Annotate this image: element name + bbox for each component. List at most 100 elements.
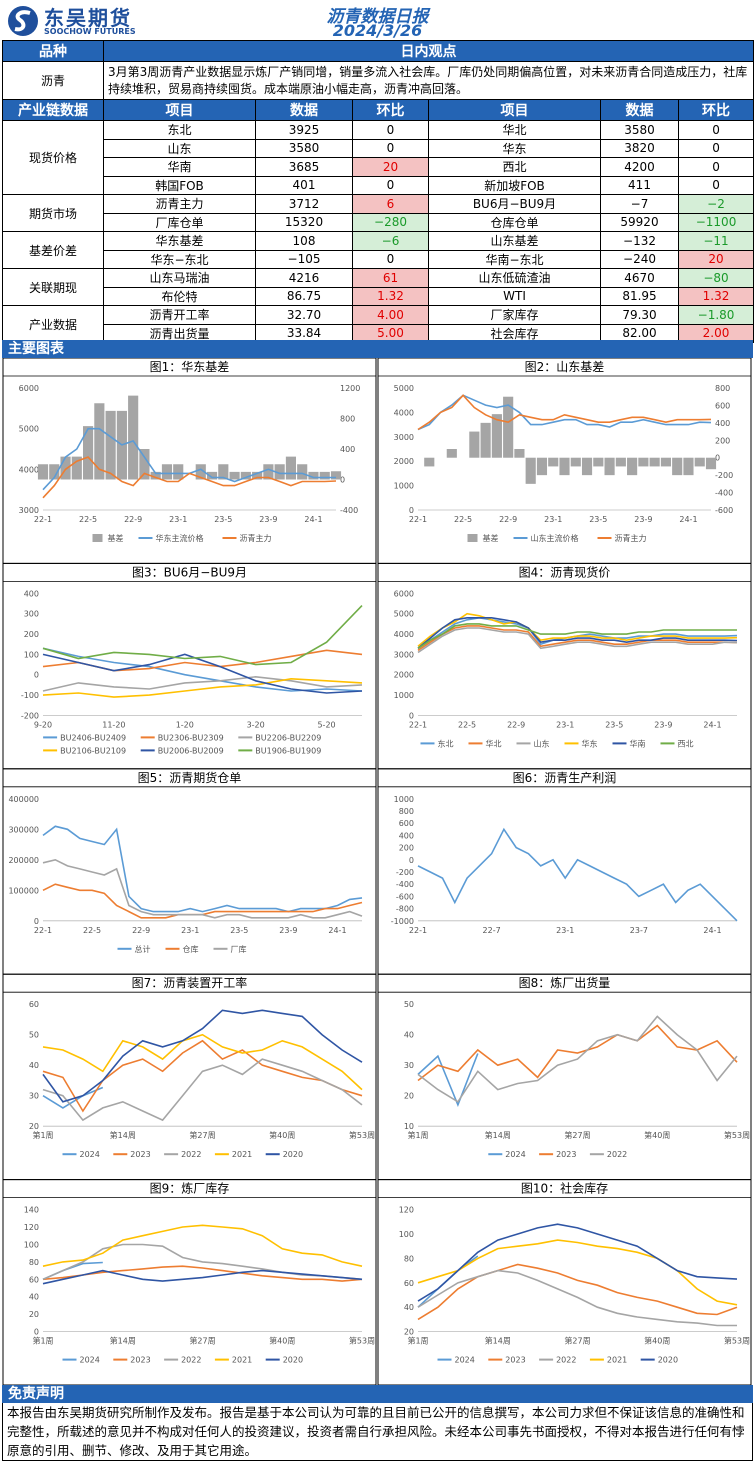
x-tick-label: 第1周 — [407, 1130, 428, 1140]
legend-label: 2024 — [505, 1150, 525, 1159]
x-tick-label: 22-5 — [79, 515, 97, 524]
x-tick-label: 第14周 — [485, 1130, 511, 1140]
y-tick-label: 50 — [29, 1031, 39, 1040]
legend-label: 2023 — [130, 1150, 150, 1159]
change-cell: 61 — [352, 268, 429, 288]
bar — [308, 471, 319, 480]
bar — [229, 471, 240, 480]
logo: 东吴期货 SOOCHOW FUTURES — [6, 4, 176, 38]
series-line — [42, 1039, 363, 1113]
y-tick-label: -200 — [21, 711, 39, 720]
y-tick-label: 2000 — [394, 671, 414, 680]
y-tick-label: 400 — [399, 831, 414, 840]
change-cell: 0 — [677, 120, 755, 140]
y-tick-label: 1000 — [394, 691, 414, 700]
value-cell: 411 — [600, 175, 679, 195]
section-bar: 主要图表 — [2, 340, 753, 358]
legend-label: 华东 — [582, 738, 598, 748]
report-title: 沥青数据日报 — [326, 7, 429, 27]
change-cell: −1100 — [677, 212, 755, 232]
bar — [491, 414, 502, 458]
bar — [514, 449, 525, 458]
change-cell: 20 — [677, 249, 755, 269]
series-line — [417, 625, 738, 651]
y-tick-label: 6000 — [19, 384, 39, 393]
legend-label: 2022 — [181, 1356, 201, 1365]
bar — [593, 457, 604, 467]
bar — [660, 457, 671, 467]
change-cell: −2 — [677, 194, 755, 214]
bar — [218, 464, 229, 480]
chart-title: 图1：华东基差 — [150, 360, 230, 374]
value-cell: 15320 — [255, 212, 353, 232]
legend-label: 2022 — [181, 1150, 201, 1159]
series-line — [417, 827, 738, 922]
value-cell: 81.95 — [600, 286, 679, 306]
chart-title: 图9：炼厂库存 — [150, 1181, 230, 1196]
y-tick-label: 0 — [409, 711, 414, 720]
bar — [536, 457, 548, 476]
view-text: 3月第3周沥青产业数据显示炼厂产销同增，销量多流入社会库。厂库仍处同期偏高位置，… — [102, 61, 755, 100]
value-cell: −132 — [600, 231, 679, 251]
legend-swatch — [467, 534, 478, 542]
value-cell: 4216 — [255, 268, 353, 288]
y-tick-label: 50 — [404, 1000, 414, 1009]
table-row: 沥青出货量 33.84 5.00 社会库存 82.00 2.00 — [3, 323, 755, 343]
legend-label: 西北 — [678, 739, 694, 748]
x-tick-label: 22-7 — [483, 926, 501, 935]
bar — [503, 396, 514, 458]
x-tick-label: 第53周 — [349, 1130, 375, 1140]
x-tick-label: 24-1 — [679, 515, 697, 524]
series-line — [42, 1086, 104, 1109]
y2-tick-label: 400 — [715, 419, 730, 428]
series-line — [417, 1015, 738, 1103]
bar — [173, 464, 184, 480]
group-cell: 基差价差 — [2, 231, 104, 269]
item-cell: 西北 — [428, 157, 601, 177]
series-line — [42, 456, 337, 499]
bar — [49, 464, 60, 480]
x-tick-label: 9-20 — [34, 720, 52, 729]
x-tick-label: 22-9 — [132, 926, 150, 935]
change-cell: 0 — [352, 175, 429, 195]
x-tick-label: 23-1 — [556, 926, 574, 935]
y-tick-label: 0 — [34, 1328, 39, 1337]
bar — [548, 457, 559, 467]
value-cell: −105 — [255, 249, 353, 269]
value-cell: 79.30 — [600, 305, 679, 325]
item-cell: 华东−东北 — [103, 249, 256, 269]
header-cell: 环比 — [677, 99, 755, 121]
y-tick-label: 400000 — [8, 795, 39, 804]
value-cell: 3580 — [600, 120, 679, 140]
company: 东吴期货 — [44, 6, 132, 30]
series-line — [42, 1224, 363, 1267]
series-line — [417, 1269, 737, 1327]
item-cell: 华东 — [428, 138, 601, 158]
legend-swatch — [92, 534, 103, 542]
bar — [672, 457, 683, 476]
legend-label: 华东主流价格 — [156, 533, 204, 543]
charts: 图1：华东基差3000400050006000-4000400800120022… — [2, 358, 752, 1385]
value-cell: 401 — [255, 175, 353, 195]
change-cell: 0 — [677, 157, 755, 177]
series-line — [42, 1269, 363, 1285]
x-tick-label: 23-7 — [630, 926, 648, 935]
y-tick-label: 4000 — [394, 408, 414, 417]
y-tick-label: 30 — [29, 1092, 39, 1101]
header-cell: 产业链数据 — [2, 99, 104, 121]
y-tick-label: 120 — [399, 1206, 414, 1215]
bar — [105, 410, 116, 480]
header-cell: 数据 — [255, 99, 353, 121]
value-cell: 108 — [255, 231, 353, 251]
y-tick-label: 100 — [24, 1240, 39, 1249]
legend-label: 山东主流价格 — [531, 533, 579, 543]
chart-frame — [2, 768, 377, 975]
item-cell: 华南−东北 — [428, 249, 601, 269]
x-tick-label: 第14周 — [485, 1336, 511, 1346]
item-cell: 华东基差 — [103, 231, 256, 251]
series-line — [42, 825, 363, 913]
x-tick-label: 第1周 — [407, 1336, 428, 1346]
x-tick-label: 第40周 — [269, 1336, 295, 1346]
bar — [83, 426, 94, 480]
